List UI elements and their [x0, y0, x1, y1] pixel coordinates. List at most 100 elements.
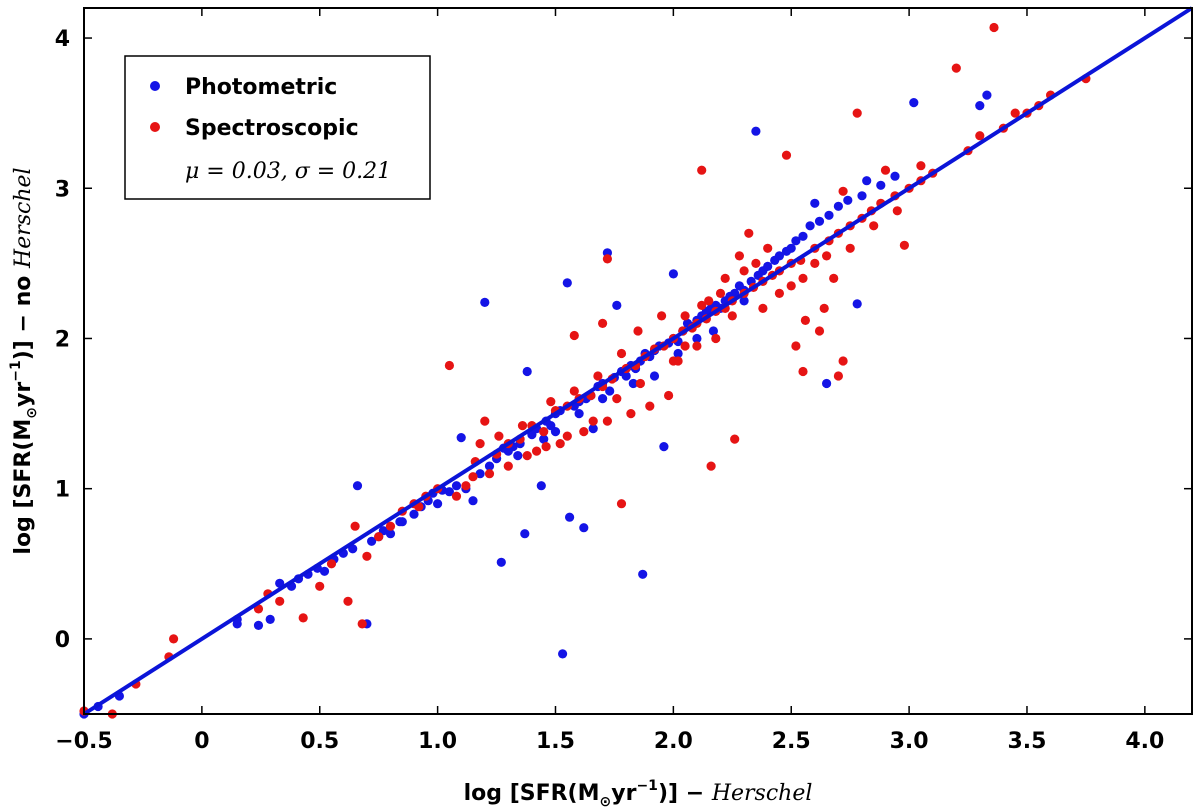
- spectroscopic-point: [819, 303, 829, 313]
- photometric-point: [456, 433, 466, 443]
- photometric-point: [763, 261, 773, 271]
- photometric-point: [786, 243, 796, 253]
- y-axis-label-unit: yr: [11, 382, 36, 407]
- spectroscopic-point: [975, 131, 985, 141]
- spectroscopic-point: [522, 451, 532, 461]
- spectroscopic-point: [461, 481, 471, 491]
- spectroscopic-point: [612, 394, 622, 404]
- x-axis-label: log [SFR(M⊙yr−1)] − Herschel: [464, 778, 813, 810]
- x-tick-label: −0.5: [55, 729, 112, 754]
- legend-stats: μ = 0.03, σ = 0.21: [185, 159, 391, 184]
- spectroscopic-point: [869, 221, 879, 231]
- photometric-point: [536, 481, 546, 491]
- spectroscopic-point: [275, 596, 285, 606]
- photometric-point: [638, 569, 648, 579]
- photometric-point: [876, 180, 886, 190]
- photometric-point: [751, 126, 761, 136]
- photometric-point: [253, 620, 264, 631]
- photometric-point: [598, 394, 608, 404]
- spectroscopic-point: [593, 371, 603, 381]
- x-axis-label-herschel: Herschel: [711, 781, 813, 806]
- y-tick-label: 3: [55, 177, 70, 202]
- spectroscopic-point: [774, 288, 785, 298]
- spectroscopic-point: [326, 559, 337, 569]
- x-axis-label-main: log [SFR(M: [464, 781, 600, 806]
- spectroscopic-point: [343, 596, 353, 606]
- photometric-point: [574, 409, 584, 419]
- spectroscopic-point: [588, 416, 598, 426]
- spectroscopic-point: [751, 258, 761, 268]
- y-tick-label: 2: [55, 327, 70, 352]
- photometric-point: [805, 221, 815, 231]
- spectroscopic-point: [357, 619, 367, 629]
- spectroscopic-point: [475, 439, 485, 449]
- photometric-point: [409, 509, 419, 519]
- x-axis-label-sun: ⊙: [600, 794, 612, 810]
- spectroscopic-point: [989, 22, 999, 33]
- spectroscopic-point: [602, 416, 613, 426]
- spectroscopic-point: [602, 254, 613, 264]
- spectroscopic-point: [786, 281, 796, 291]
- spectroscopic-point: [385, 521, 396, 531]
- spectroscopic-point: [758, 303, 768, 313]
- spectroscopic-point: [951, 63, 961, 73]
- spectroscopic-point: [814, 326, 825, 336]
- photometric-point: [484, 461, 495, 471]
- photometric-point: [833, 201, 844, 211]
- spectroscopic-point: [822, 251, 832, 261]
- spectroscopic-point: [892, 206, 902, 216]
- spectroscopic-point: [569, 386, 579, 396]
- spectroscopic-point: [484, 469, 495, 479]
- photometric-point: [822, 378, 832, 389]
- legend-marker-photometric: [150, 81, 160, 91]
- spectroscopic-point: [838, 186, 848, 196]
- spectroscopic-point: [546, 397, 556, 407]
- spectroscopic-point: [517, 421, 528, 431]
- photometric-point: [433, 499, 443, 509]
- photometric-point: [975, 101, 985, 111]
- spectroscopic-point: [645, 401, 655, 411]
- spectroscopic-point: [810, 258, 820, 268]
- photometric-point: [862, 176, 872, 186]
- photometric-point: [513, 451, 523, 461]
- spectroscopic-point: [169, 634, 179, 644]
- spectroscopic-point: [569, 330, 579, 341]
- y-axis-label-herschel: Herschel: [11, 167, 36, 269]
- spectroscopic-point: [833, 371, 844, 381]
- spectroscopic-point: [444, 360, 454, 371]
- x-tick-label: 1.5: [536, 729, 575, 754]
- spectroscopic-point: [829, 273, 839, 283]
- photometric-point: [774, 251, 785, 261]
- spectroscopic-point: [692, 341, 702, 351]
- photometric-point: [982, 90, 992, 100]
- spectroscopic-point: [798, 273, 808, 283]
- spectroscopic-point: [916, 161, 926, 171]
- spectroscopic-point: [680, 341, 690, 351]
- photometric-point: [814, 216, 825, 226]
- photometric-point: [520, 529, 530, 539]
- spectroscopic-point: [664, 390, 674, 401]
- legend-label-spectroscopic: Spectroscopic: [185, 116, 359, 141]
- photometric-point: [692, 333, 702, 344]
- x-tick-label: 0.5: [300, 729, 339, 754]
- spectroscopic-point: [541, 442, 551, 452]
- spectroscopic-point: [711, 333, 721, 344]
- photometric-point: [890, 171, 900, 181]
- spectroscopic-point: [704, 296, 714, 306]
- spectroscopic-point: [697, 165, 707, 175]
- spectroscopic-point: [350, 521, 360, 531]
- spectroscopic-point: [680, 311, 690, 321]
- spectroscopic-point: [720, 273, 730, 283]
- x-axis-ticks: −0.5 0 0.5 1.0 1.5 2.0 2.5 3.0 3.5 4.0: [55, 8, 1164, 754]
- photometric-point: [621, 371, 631, 381]
- spectroscopic-point: [626, 409, 636, 419]
- spectroscopic-point: [838, 356, 848, 366]
- x-tick-label: 2.0: [654, 729, 693, 754]
- x-axis-label-close: )] −: [658, 781, 712, 806]
- spectroscopic-point: [598, 318, 608, 328]
- photometric-point: [451, 481, 462, 491]
- spectroscopic-point: [298, 613, 308, 623]
- x-axis-label-exp: −1: [636, 778, 657, 794]
- y-axis-label-close: )] − no: [11, 268, 36, 360]
- spectroscopic-point: [451, 491, 462, 501]
